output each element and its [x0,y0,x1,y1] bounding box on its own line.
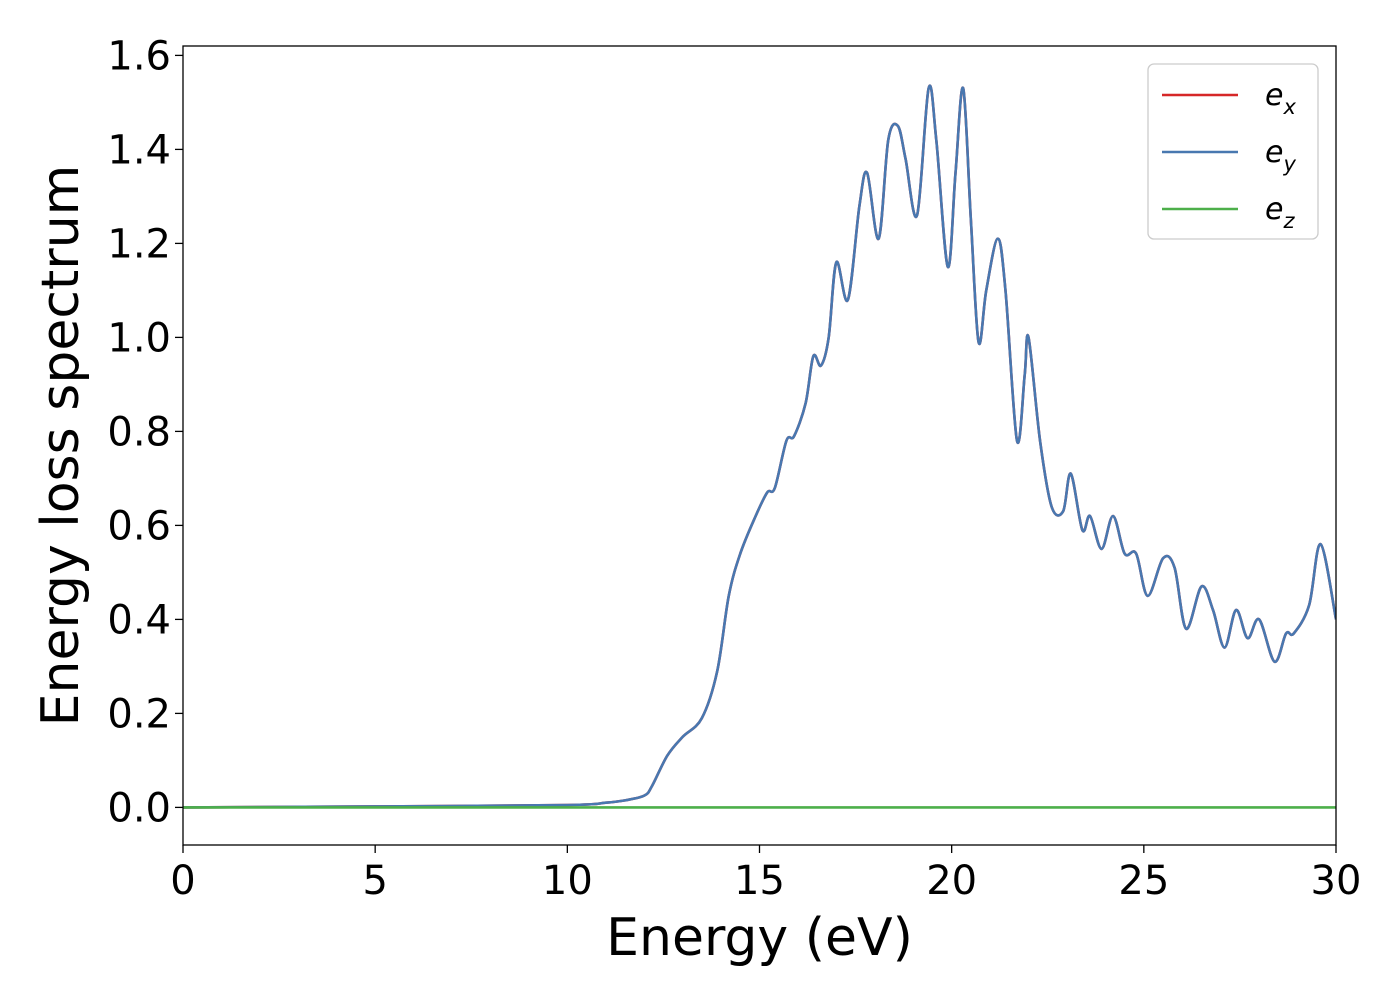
x-tick-label: 25 [1118,858,1169,904]
series-line-y [183,84,1336,809]
x-tick-label: 5 [362,858,387,904]
plot-area [183,46,1336,845]
y-tick-label: 0.4 [107,597,171,643]
y-tick-label: 1.4 [107,127,171,173]
legend-label-z: ez [1265,192,1295,233]
y-tick-label: 0.2 [107,691,171,737]
y-tick-label: 0.6 [107,503,171,549]
y-tick-label: 1.0 [107,315,171,361]
y-tick-label: 0.0 [107,785,171,831]
y-tick-label: 1.6 [107,33,171,79]
x-axis-title: Energy (eV) [606,908,913,968]
y-axis-title: Energy loss spectrum [31,165,91,727]
y-tick-label: 1.2 [107,221,171,267]
x-tick-label: 20 [926,858,977,904]
legend: ex ey ez [1147,63,1319,240]
legend-label-y: ey [1265,135,1296,176]
x-tick-label: 15 [734,858,785,904]
y-axis: 0.0 0.2 0.4 0.6 0.8 1.0 1.2 1.4 1.6 [107,33,183,831]
x-tick-label: 30 [1311,858,1362,904]
legend-label-x: ex [1265,78,1296,119]
x-tick-label: 0 [170,858,195,904]
y-tick-label: 0.8 [107,409,171,455]
x-axis: 0 5 10 15 20 25 30 [170,845,1361,904]
x-tick-label: 10 [542,858,593,904]
series-layer [183,84,1336,809]
